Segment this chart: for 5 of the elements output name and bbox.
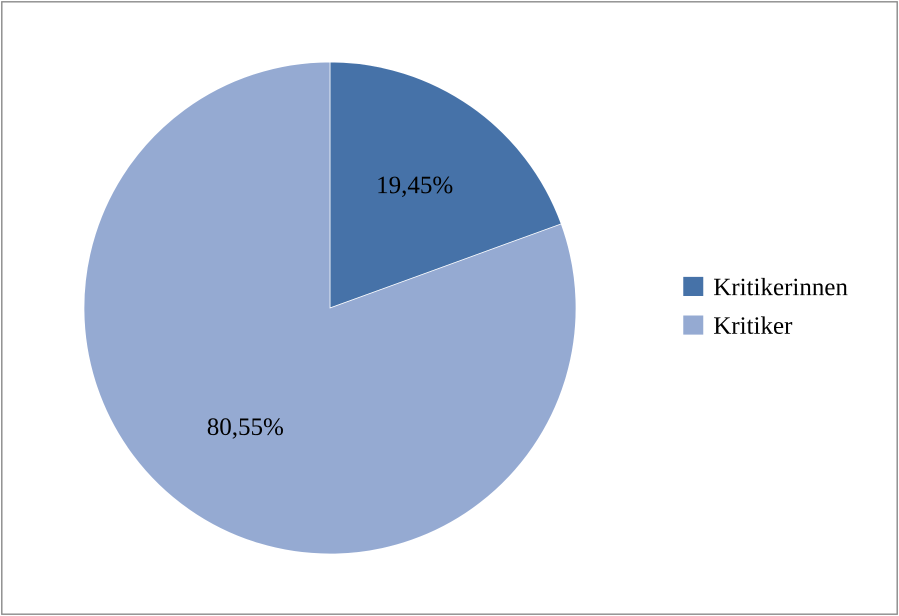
data-label: 19,45% — [378, 176, 452, 197]
data-label: 80,55% — [208, 418, 284, 439]
legend-label: Kritikerinnen — [714, 278, 848, 296]
pie-slice — [84, 62, 576, 554]
legend-label: Kritiker — [714, 316, 792, 334]
